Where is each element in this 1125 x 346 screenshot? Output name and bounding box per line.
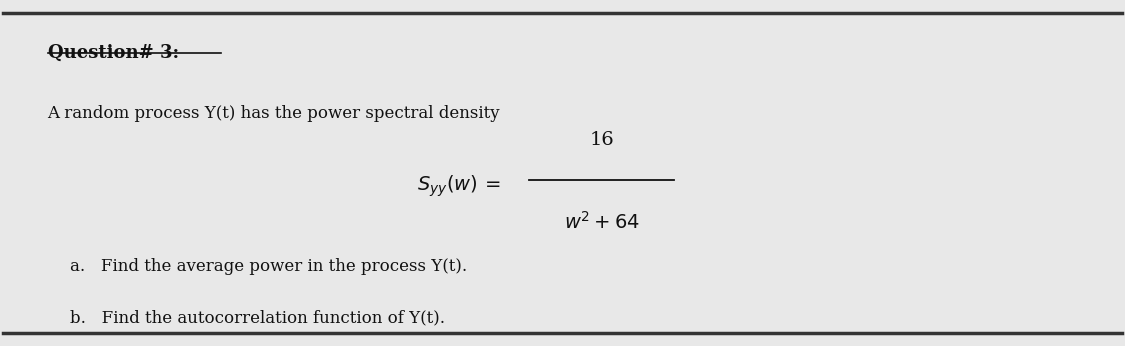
Text: a.   Find the average power in the process Y(t).: a. Find the average power in the process… bbox=[70, 258, 467, 275]
Text: Question# 3:: Question# 3: bbox=[47, 44, 179, 62]
Text: b.   Find the autocorrelation function of Y(t).: b. Find the autocorrelation function of … bbox=[70, 309, 446, 326]
Text: 16: 16 bbox=[590, 131, 614, 149]
Text: A random process Y(t) has the power spectral density: A random process Y(t) has the power spec… bbox=[47, 105, 501, 122]
Text: $w^2 + 64$: $w^2 + 64$ bbox=[564, 210, 639, 233]
Text: $S_{yy}(w)\,=$: $S_{yy}(w)\,=$ bbox=[417, 174, 501, 199]
